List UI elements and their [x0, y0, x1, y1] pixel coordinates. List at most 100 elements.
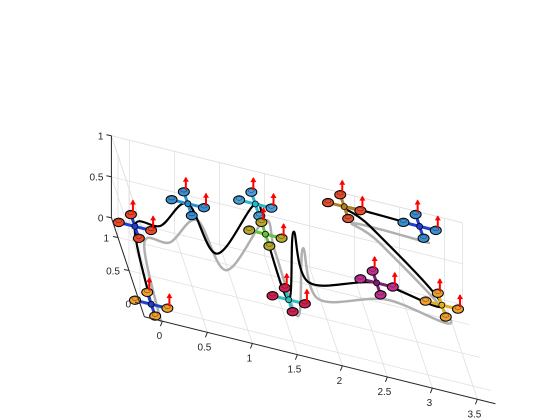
quadrotor-body: [184, 200, 192, 208]
quadrotor-rotor-blade: [336, 191, 344, 196]
thrust-arrowhead: [146, 277, 153, 283]
y-tick: [134, 302, 141, 305]
quadrotor-rotor: [354, 274, 367, 284]
thrust-arrowhead: [339, 179, 346, 185]
x-tick-label: 3: [427, 398, 433, 409]
grid-line-floor-x: [219, 244, 253, 344]
quadrotor-rotor-blade: [454, 305, 462, 310]
x-tick: [159, 321, 163, 327]
z-tick-label: 0: [98, 214, 104, 225]
trajectory-path: [133, 202, 443, 308]
quadrotor-rotor-blade: [432, 226, 440, 231]
thrust-arrowhead: [303, 288, 310, 294]
tick-labels: 0 0.5 1 1.5 2 2.5 3 3.5 0 0.5 1 0 0.5 1: [89, 132, 481, 420]
quadrotor-rotor-blade: [289, 308, 296, 313]
quadrotor-rotor-blade: [180, 188, 188, 193]
thrust-arrowhead: [414, 199, 421, 205]
x-tick: [339, 365, 343, 371]
y-tick-label: 0.5: [106, 267, 120, 278]
z-tick-label: 0.5: [89, 173, 103, 184]
box-edge: [111, 135, 463, 224]
quadrotor-rotor-blade: [168, 196, 175, 201]
quadrotor-body: [373, 279, 381, 287]
thrust-arrowhead: [150, 215, 157, 221]
quadrotor-rotor-blade: [344, 214, 352, 220]
quadrotor-rotor: [286, 306, 299, 317]
quadrotor-rotor-blade: [115, 218, 122, 223]
z-tick: [106, 216, 112, 219]
quadrotor-rotor-blade: [268, 204, 275, 209]
x-tick: [294, 354, 298, 360]
quadrotor-rotor-blade: [357, 275, 364, 280]
quadrotor-rotor-blade: [235, 196, 243, 201]
quadrotor-rotor-blade: [324, 198, 332, 204]
thrust-arrowhead: [182, 176, 189, 182]
quadrotor: [165, 176, 210, 221]
x-tick-label: 2.5: [377, 387, 391, 398]
quadrotor: [112, 199, 158, 243]
quadrotor-rotor-blade: [258, 218, 265, 223]
trajectory-shadow: [143, 218, 453, 325]
x-tick: [384, 376, 388, 383]
thrust-arrowhead: [203, 192, 209, 198]
quadrotor-rotor-blade: [389, 283, 397, 288]
quadrotor-rotor-blade: [412, 210, 419, 216]
quadrotor-rotor-blade: [135, 234, 143, 239]
thrust-arrowhead: [434, 215, 441, 221]
quadrotor-rotor-blade: [147, 226, 155, 232]
quadrotor-rotor-blade: [400, 218, 407, 223]
thrust-arrowhead: [457, 294, 463, 300]
z-tick: [106, 134, 112, 137]
quadrotor-body: [131, 222, 139, 230]
quadrotor-body: [416, 222, 424, 230]
quadrotor-rotor-blade: [369, 267, 376, 272]
quadrotor-body: [285, 296, 293, 304]
thrust-arrowhead: [283, 272, 290, 278]
y-tick: [112, 236, 119, 239]
quadrotor-rotor-blade: [143, 288, 151, 293]
thrust-arrowhead: [371, 256, 378, 261]
grid-line-floor-y: [139, 303, 492, 391]
axes: [106, 134, 496, 405]
quadrotor-body: [147, 300, 155, 308]
quadrotor-body: [438, 301, 446, 309]
quadrotor-rotor-blade: [164, 304, 171, 309]
quadrotor-rotor-blade: [266, 242, 273, 247]
y-tick-label: 0: [125, 300, 131, 311]
y-axis: [110, 217, 145, 317]
quadrotors: [112, 176, 464, 322]
quadrotor-body: [251, 200, 259, 208]
quadrotor-rotor-blade: [422, 297, 429, 302]
grid-line-back-z: [111, 176, 463, 265]
quadrotor-rotor-blade: [442, 313, 450, 318]
quadrotor-rotor-blade: [377, 291, 384, 296]
quadrotor-rotor-blade: [420, 234, 427, 239]
grid-line-floor-x: [174, 233, 208, 333]
quadrotor: [419, 278, 464, 322]
trajectory: [133, 202, 443, 308]
quadrotor: [243, 207, 288, 251]
thrust-arrowhead: [280, 223, 287, 229]
thrust-arrowhead: [359, 195, 366, 201]
quadrotor: [322, 179, 367, 224]
thrust-arrowhead: [129, 199, 136, 205]
grid-line-side-z: [111, 176, 145, 276]
quadrotor-rotor-blade: [248, 188, 255, 193]
quadrotor-rotor-blade: [269, 292, 276, 297]
quadrotor-rotor: [141, 287, 154, 297]
box-edge: [111, 135, 145, 235]
z-tick-label: 1: [98, 132, 104, 143]
x-tick: [249, 343, 253, 349]
x-tick-label: 2: [337, 376, 343, 387]
quadrotor-rotor-blade: [278, 234, 285, 239]
quadrotor-rotor-blade: [245, 226, 253, 231]
quadrotor-rotor-blade: [281, 284, 289, 289]
quadrotor-rotor-blade: [151, 312, 159, 317]
x-tick: [474, 399, 478, 405]
x-tick-label: 1: [247, 354, 253, 365]
thrust-arrowhead: [436, 278, 443, 284]
z-tick: [106, 175, 112, 178]
quadrotor: [397, 199, 442, 243]
quadrotor: [354, 256, 399, 300]
